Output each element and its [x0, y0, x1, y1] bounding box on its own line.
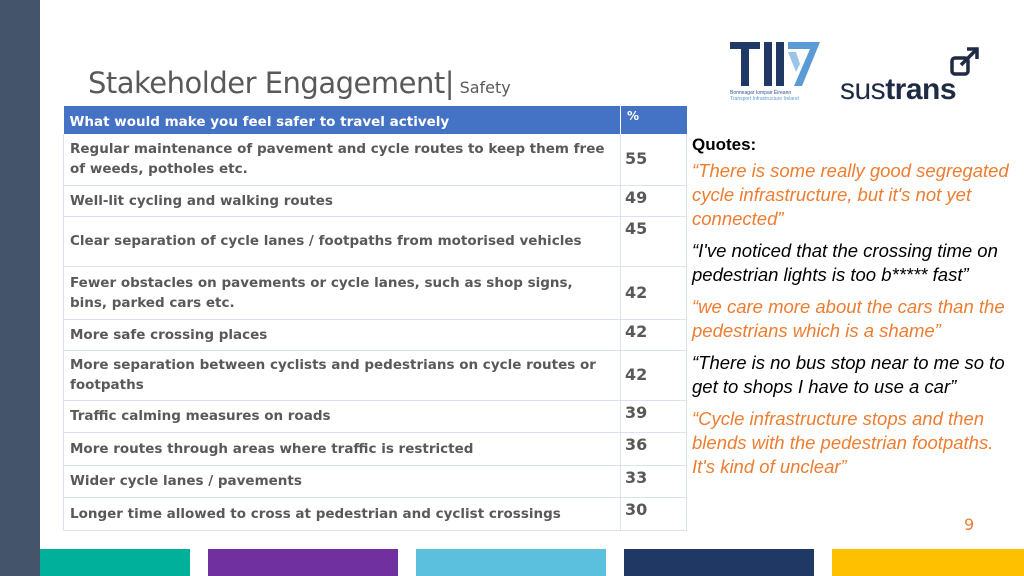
logo-area: Bonneagar Iompair Éireann Transport Infr…: [728, 40, 988, 110]
page-title-sub: Safety: [459, 78, 511, 97]
table-row: Regular maintenance of pavement and cycl…: [63, 134, 687, 186]
sustrans-arrow-icon: [950, 47, 979, 76]
row-label: Traffic calming measures on roads: [63, 400, 621, 433]
row-label: Regular maintenance of pavement and cycl…: [63, 134, 621, 186]
row-value: 30: [620, 497, 687, 531]
row-value: 36: [620, 432, 687, 466]
row-label: Wider cycle lanes / pavements: [63, 465, 621, 498]
sustrans-logo-bold: trans: [885, 73, 957, 106]
row-value: 42: [620, 266, 687, 320]
row-value: 33: [620, 465, 687, 498]
bottom-bar-yellow: [832, 549, 1024, 576]
quote-item: “Cycle infrastructure stops and then ble…: [692, 408, 994, 477]
row-value: 42: [620, 319, 687, 351]
quotes-title: Quotes:: [692, 135, 757, 154]
table-header-question: What would make you feel safer to travel…: [63, 106, 621, 134]
tii-caption-line2: Transport Infrastructure Ireland: [730, 96, 799, 102]
row-label: Fewer obstacles on pavements or cycle la…: [63, 266, 621, 320]
table-row: More routes through areas where traffic …: [63, 432, 687, 466]
survey-table: What would make you feel safer to travel…: [63, 106, 687, 531]
sustrans-logo: sustrans: [840, 73, 957, 107]
quotes-panel: Quotes: “There is some really good segre…: [692, 133, 1017, 487]
bottom-bar-navy: [624, 549, 814, 576]
table-row: Traffic calming measures on roads 39: [63, 400, 687, 433]
row-value: 55: [620, 134, 687, 186]
row-value: 42: [620, 350, 687, 401]
page-title: Stakeholder Engagement| Safety: [88, 66, 511, 100]
quote-item: “There is some really good segregated cy…: [692, 160, 1009, 229]
tii-logo: [730, 42, 820, 86]
sustrans-logo-light: sus: [840, 73, 886, 106]
bottom-bar-purple: [208, 549, 398, 576]
table-row: Well-lit cycling and walking routes 49: [63, 185, 687, 217]
table-row: Fewer obstacles on pavements or cycle la…: [63, 266, 687, 320]
tii-caption-line1: Bonneagar Iompair Éireann: [730, 90, 792, 96]
table-row: More safe crossing places 42: [63, 319, 687, 351]
row-label: Clear separation of cycle lanes / footpa…: [63, 216, 621, 267]
row-value: 39: [620, 400, 687, 433]
row-label: More routes through areas where traffic …: [63, 432, 621, 466]
left-accent-bar: [0, 0, 40, 576]
title-separator: |: [444, 66, 455, 100]
row-value: 49: [620, 185, 687, 217]
table-row: Longer time allowed to cross at pedestri…: [63, 497, 687, 531]
row-label: More safe crossing places: [63, 319, 621, 351]
row-value: 45: [620, 216, 687, 267]
quote-item: “I've noticed that the crossing time on …: [692, 240, 998, 285]
bottom-bar-lightblue: [416, 549, 606, 576]
page-title-main: Stakeholder Engagement: [88, 66, 445, 100]
table-row: Clear separation of cycle lanes / footpa…: [63, 216, 687, 267]
quote-item: “we care more about the cars than the pe…: [692, 296, 1005, 341]
table-row: Wider cycle lanes / pavements 33: [63, 465, 687, 498]
bottom-color-bars: [40, 549, 1024, 576]
bottom-bar-teal: [40, 549, 190, 576]
page-number: 9: [964, 515, 975, 534]
row-label: Well-lit cycling and walking routes: [63, 185, 621, 217]
table-row: More separation between cyclists and ped…: [63, 350, 687, 401]
table-header-row: What would make you feel safer to travel…: [63, 106, 687, 134]
row-label: More separation between cyclists and ped…: [63, 350, 621, 401]
table-header-percent: %: [620, 106, 687, 134]
row-label: Longer time allowed to cross at pedestri…: [63, 497, 621, 531]
quote-item: “There is no bus stop near to me so to g…: [692, 352, 1005, 397]
tii-caption: Bonneagar Iompair Éireann Transport Infr…: [730, 90, 826, 102]
